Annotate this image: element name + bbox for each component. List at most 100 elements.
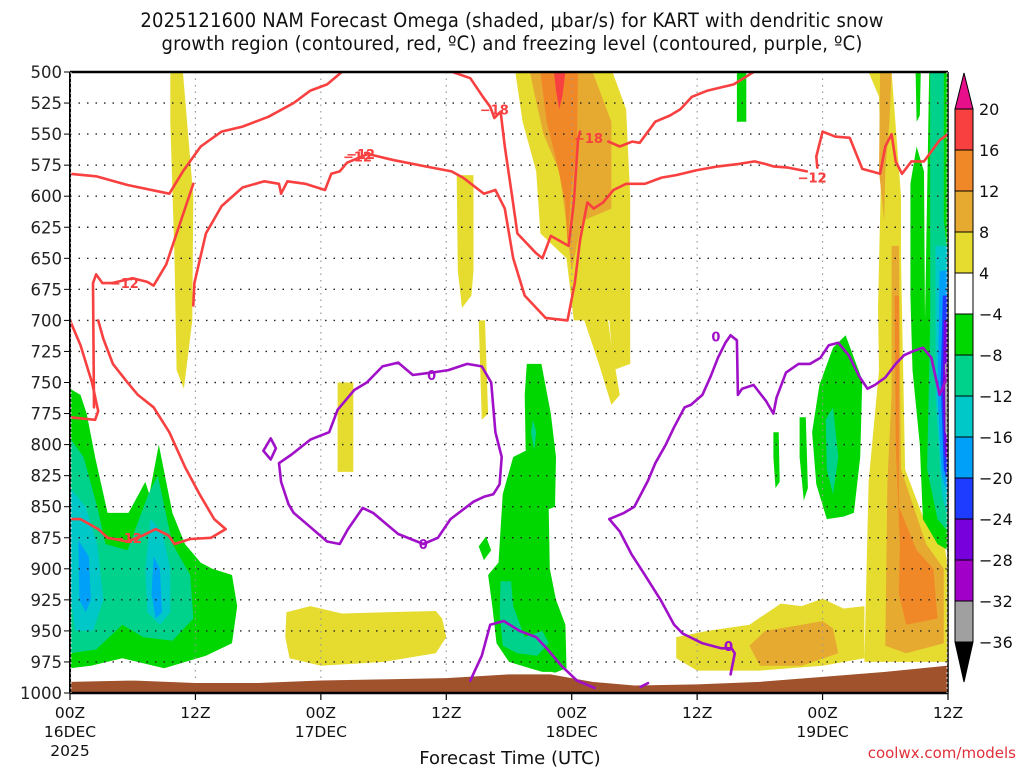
omega-shading <box>70 72 948 675</box>
y-tick-label: 950 <box>31 622 63 641</box>
y-tick-label: 600 <box>31 187 63 206</box>
colorbar-arrow-top <box>954 72 974 110</box>
contour-dgz-minus12-lowest <box>70 319 227 546</box>
x-tick-label: 19DEC <box>796 723 848 741</box>
colorbar-swatch <box>954 436 974 479</box>
colorbar-swatch <box>954 231 974 274</box>
credit-link[interactable]: coolwx.com/models <box>868 744 1016 762</box>
shade-yellow-strip-1200z17 <box>456 175 474 308</box>
contour-freezing-0-stub <box>639 681 650 689</box>
contour-dgz-minus18-a <box>451 72 582 260</box>
x-tick-label: 00Z <box>55 704 85 722</box>
colorbar-swatch <box>954 354 974 397</box>
x-tick-label: 12Z <box>431 704 461 722</box>
shade-green-strip-19dec-a <box>773 432 780 489</box>
contour-freezing-0-right <box>607 333 948 521</box>
contour-label: 0 <box>419 538 428 553</box>
y-tick-label: 550 <box>31 125 63 144</box>
shade-blue-early-16dec <box>78 540 91 613</box>
y-tick-label: 575 <box>31 156 63 175</box>
contour-label: 0 <box>724 640 733 655</box>
colorbar: 20 16 12 8 4 −4 −8 −12 −16 −20 −24 −28 −32 −36 <box>954 72 1013 683</box>
y-tick-label: 900 <box>31 560 63 579</box>
grid-lines <box>70 72 948 693</box>
contour-dgz-minus12-mid <box>192 152 809 322</box>
colorbar-swatch <box>954 149 974 192</box>
colorbar-arrow-bottom <box>954 641 974 683</box>
shade-green-strip-19dec-b <box>799 417 808 501</box>
colorbar-label: −28 <box>979 551 1013 570</box>
y-tick-label: 1000 <box>20 684 62 703</box>
contour-label: −18 <box>480 103 509 118</box>
colorbar-label: −8 <box>979 346 1003 365</box>
contour-label: −12 <box>798 172 827 187</box>
y-tick-label: 525 <box>31 94 63 113</box>
shade-teal-dot-18dec <box>531 419 537 451</box>
contour-dgz-minus18-b <box>606 72 755 148</box>
x-tick-label: 00Z <box>557 704 587 722</box>
contours: −12−12−12−12−12−18−18−12−1200000 <box>70 72 948 690</box>
x-tick-label: 12Z <box>933 704 963 722</box>
shade-gold-lowlevel-19dec <box>749 621 839 666</box>
terrain <box>70 663 948 693</box>
colorbar-swatch <box>954 477 974 520</box>
contour-freezing-0-bottom-19dec <box>607 517 737 676</box>
shade-green-diamond-17dec <box>478 536 492 561</box>
shade-yellow-lowlevel-16dec <box>285 606 447 666</box>
y-tick-label: 800 <box>31 436 63 455</box>
colorbar-swatch <box>954 272 974 315</box>
contour-label: −12 <box>113 532 142 547</box>
contour-freezing-0-left <box>277 361 504 546</box>
contour-freezing-0-diamond <box>262 437 278 461</box>
chart-title-line1: 2025121600 NAM Forecast Omega (shaded, μ… <box>140 9 884 32</box>
contour-dgz-minus12-upper <box>70 72 344 195</box>
colorbar-swatch <box>954 395 974 438</box>
y-axis: 500 525 550 575 600 625 650 675 700 725 750 775 800 8… <box>20 63 70 703</box>
shade-yellow-right-column <box>864 72 948 662</box>
colorbar-swatch <box>954 108 974 151</box>
x-axis-title: Forecast Time (UTC) <box>419 748 600 768</box>
y-tick-label: 750 <box>31 374 63 393</box>
colorbar-label: 12 <box>979 182 999 201</box>
colorbar-label: −16 <box>979 428 1013 447</box>
y-tick-label: 775 <box>31 405 63 424</box>
colorbar-label: −32 <box>979 592 1013 611</box>
colorbar-label: −24 <box>979 510 1013 529</box>
contour-dgz-minus12-lower <box>70 319 100 422</box>
colorbar-label: −36 <box>979 633 1013 652</box>
colorbar-swatch <box>954 600 974 643</box>
x-tick-label: 2025 <box>50 742 89 760</box>
y-tick-label: 650 <box>31 249 63 268</box>
contour-dgz-minus12-right <box>814 130 948 176</box>
colorbar-swatch <box>954 518 974 561</box>
colorbar-label: −4 <box>979 305 1003 324</box>
contour-freezing-0-lower-18dec <box>468 619 597 690</box>
y-tick-label: 700 <box>31 311 63 330</box>
colorbar-label: 8 <box>979 223 989 242</box>
shade-green-strip-14z18 <box>736 72 747 122</box>
colorbar-label: 20 <box>979 100 999 119</box>
shade-orange-plume-18dec <box>540 72 578 246</box>
y-tick-label: 725 <box>31 342 63 361</box>
contour-label: −12 <box>110 277 139 292</box>
y-tick-label: 500 <box>31 63 63 82</box>
colorbar-label: 4 <box>979 264 989 283</box>
colorbar-label: −12 <box>979 387 1013 406</box>
colorbar-swatch <box>954 190 974 233</box>
shade-teal-tower-19dec <box>825 407 839 495</box>
y-tick-label: 825 <box>31 467 63 486</box>
terrain-edge <box>70 663 948 686</box>
x-tick-label: 17DEC <box>295 723 347 741</box>
contour-label: −18 <box>574 132 603 147</box>
shade-green-right-top <box>915 72 921 122</box>
shade-orange-right-lower <box>894 295 938 625</box>
x-tick-label: 16DEC <box>44 723 96 741</box>
contour-label: −12 <box>798 172 827 187</box>
shade-yellow-strip-12z16 <box>170 72 194 389</box>
contour-dgz-minus12-left <box>91 182 195 409</box>
colorbar-label: 16 <box>979 141 999 160</box>
colorbar-label: −20 <box>979 469 1013 488</box>
x-tick-label: 18DEC <box>546 723 598 741</box>
y-tick-label: 850 <box>31 498 63 517</box>
